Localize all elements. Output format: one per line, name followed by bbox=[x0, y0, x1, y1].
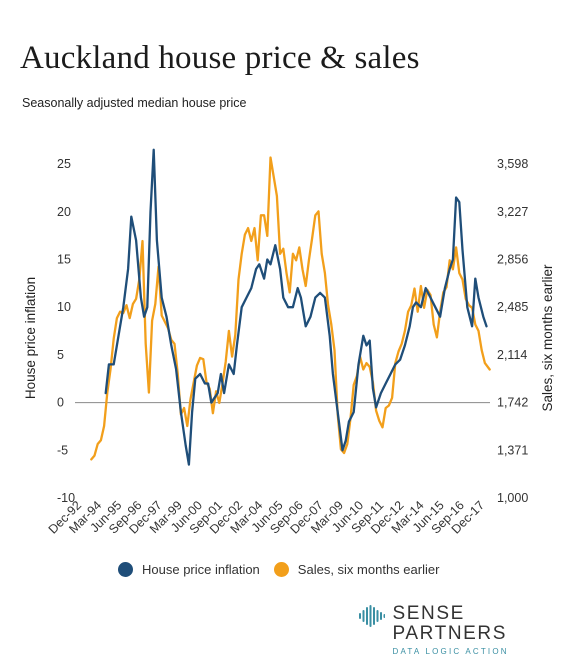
brand-logo: SENSE PARTNERS DATA LOGIC ACTION bbox=[358, 604, 576, 656]
left-tick-label: 25 bbox=[57, 157, 71, 171]
right-axis-title: Sales, six months earlier bbox=[540, 264, 555, 412]
brand-tagline: DATA LOGIC ACTION bbox=[392, 647, 509, 656]
right-tick-label: 1,742 bbox=[497, 396, 528, 410]
right-tick-label: 3,227 bbox=[497, 205, 528, 219]
legend-item-sales-six-months-earlier: Sales, six months earlier bbox=[273, 562, 440, 577]
left-tick-label: -5 bbox=[57, 443, 68, 457]
chart-area: -10 -5 0 5 10 15 20 25 1,000 1,371 1,742 2,114 2,48… bbox=[23, 148, 555, 537]
right-tick-label: 1,371 bbox=[497, 443, 528, 457]
series-layer bbox=[75, 148, 491, 466]
x-axis-ticks: Dec-92Mar-94Jun-95Sep-96Dec-97Mar-99Jun-… bbox=[46, 498, 487, 536]
brand-name: SENSE PARTNERS bbox=[392, 603, 508, 644]
legend-label-house-price-inflation: House price inflation bbox=[142, 562, 260, 577]
legend-item-house-price-inflation: House price inflation bbox=[118, 562, 260, 577]
left-tick-label: 10 bbox=[57, 300, 71, 314]
left-axis-title: House price inflation bbox=[23, 277, 38, 399]
legend-label-sales-six-months-earlier: Sales, six months earlier bbox=[297, 562, 440, 577]
chart-subtitle: Seasonally adjusted median house price bbox=[22, 96, 247, 110]
right-axis-ticks: 1,000 1,371 1,742 2,114 2,485 2,856 3,227 3,598 bbox=[497, 157, 528, 505]
right-tick-label: 1,000 bbox=[497, 491, 528, 505]
right-tick-label: 2,856 bbox=[497, 252, 528, 266]
left-tick-label: 0 bbox=[57, 396, 64, 410]
series-line-sales-six-months-earlier bbox=[90, 156, 491, 461]
chart-title: Auckland house price & sales bbox=[20, 40, 420, 76]
left-tick-label: -10 bbox=[57, 491, 75, 505]
sense-partners-wave-icon bbox=[359, 605, 385, 627]
legend: House price inflation Sales, six months … bbox=[118, 562, 453, 577]
left-tick-label: 15 bbox=[57, 252, 71, 266]
series-line-house-price-inflation bbox=[104, 148, 488, 466]
right-tick-label: 2,485 bbox=[497, 300, 528, 314]
legend-swatch-sales-six-months-earlier bbox=[273, 562, 289, 577]
legend-swatch-house-price-inflation bbox=[118, 562, 133, 577]
left-axis-ticks: -10 -5 0 5 10 15 20 25 bbox=[57, 157, 75, 505]
left-tick-label: 20 bbox=[57, 205, 71, 219]
right-tick-label: 2,114 bbox=[497, 348, 527, 362]
right-tick-label: 3,598 bbox=[497, 157, 528, 171]
left-tick-label: 5 bbox=[57, 348, 64, 362]
